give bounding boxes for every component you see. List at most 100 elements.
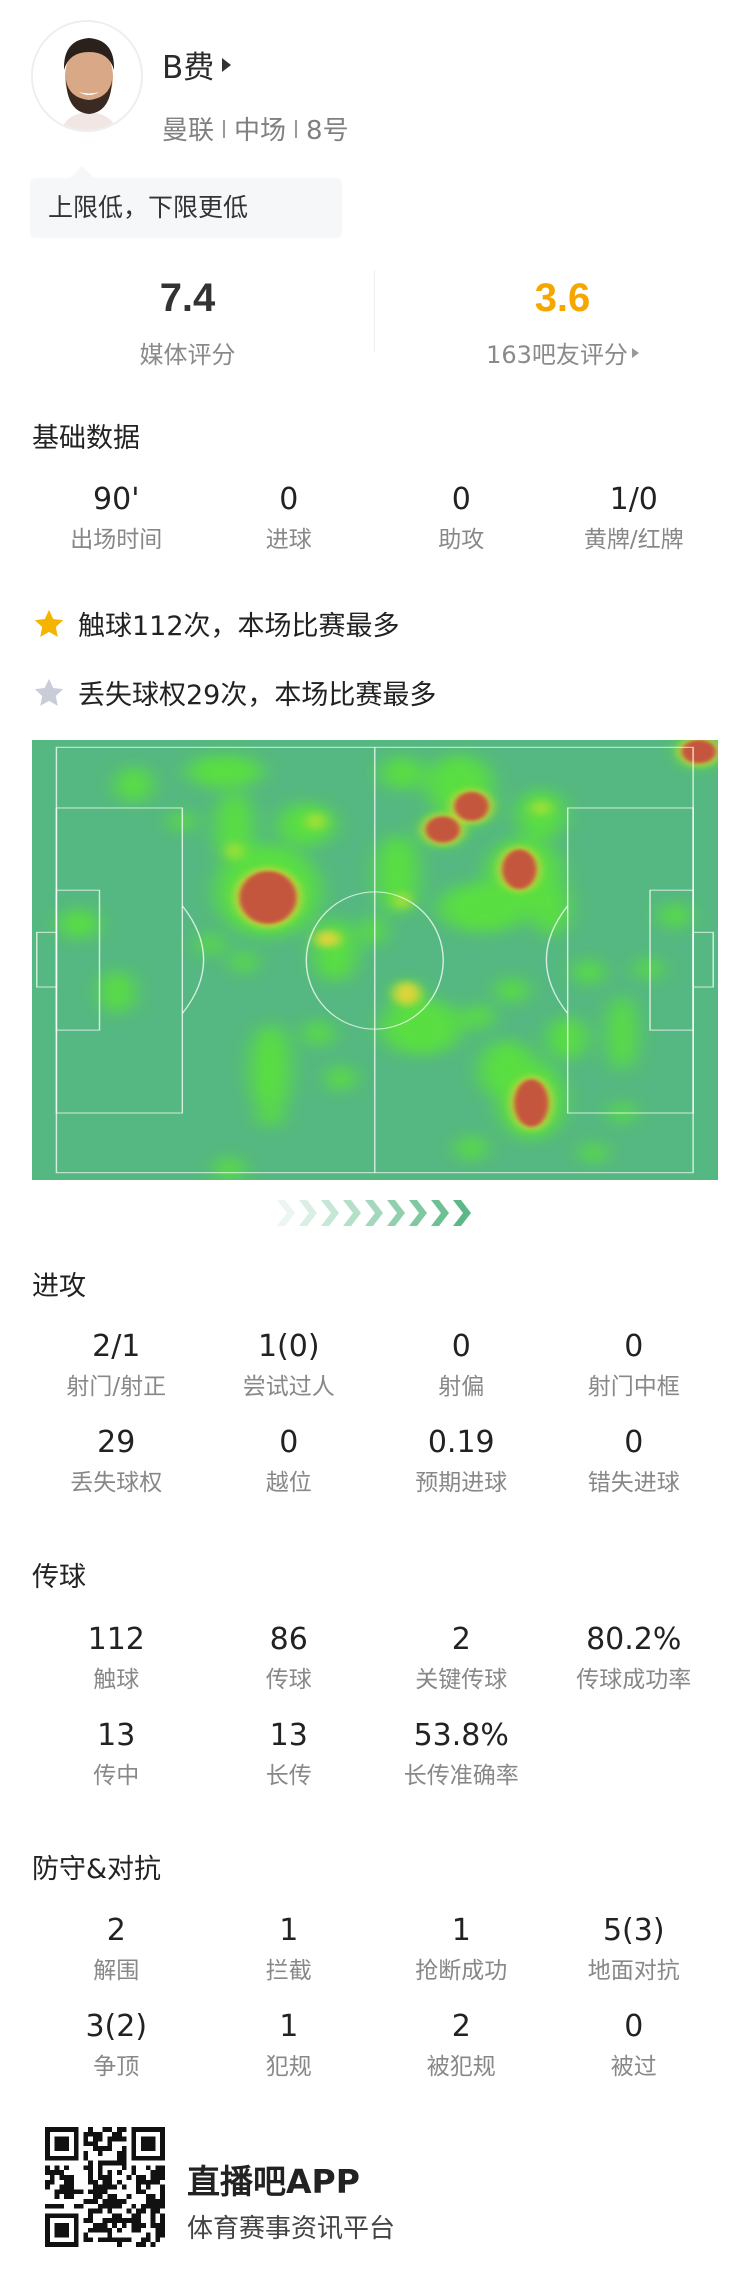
- stat-value: 2: [451, 1622, 471, 1657]
- stat-value: 1/0: [609, 482, 658, 517]
- heat-spot: [303, 1020, 333, 1047]
- stat-label: 拦截: [265, 1958, 312, 1984]
- stat-label: 丢失球权: [70, 1470, 163, 1496]
- stat-basic: 0 助攻: [375, 482, 548, 554]
- stat-value: 0: [451, 1329, 471, 1364]
- stat-defense: 2 解围: [30, 1913, 203, 1985]
- heat-spot: [198, 932, 223, 956]
- pitch-lines: [36, 746, 714, 1174]
- caret-right-icon: [631, 347, 639, 358]
- heat-spot: [305, 812, 327, 830]
- stat-label: 出场时间: [70, 527, 163, 553]
- player-info: 曼联 中场 8号: [162, 110, 349, 147]
- stat-attack: 0 越位: [203, 1425, 376, 1497]
- stat-passing: 2 关键传球: [375, 1622, 548, 1694]
- divider: [295, 119, 298, 138]
- heat-spot: [380, 756, 424, 790]
- stat-passing: 13 长传: [203, 1718, 376, 1790]
- stat-label: 长传准确率: [403, 1763, 519, 1789]
- stat-attack: 29 丢失球权: [30, 1425, 203, 1497]
- app-name: 直播吧APP: [187, 2162, 360, 2201]
- fan-rating-label: 163吧友评分: [486, 341, 628, 369]
- chevron-right-icon: [299, 1200, 317, 1226]
- player-name-link[interactable]: B费: [162, 42, 232, 87]
- media-rating-value: 7.4: [159, 276, 216, 320]
- heat-spot: [393, 892, 411, 910]
- stat-value: 29: [97, 1425, 136, 1460]
- chevron-right-icon: [277, 1200, 295, 1226]
- highlight-text: 丢失球权29次，本场比赛最多: [78, 680, 437, 711]
- heat-spot: [581, 1142, 606, 1164]
- heat-spot: [514, 1079, 549, 1127]
- stat-label: 被犯规: [426, 2054, 496, 2080]
- chevron-right-icon: [431, 1200, 449, 1226]
- chevron-right-icon: [321, 1200, 339, 1226]
- qr-code: [45, 2127, 165, 2247]
- stat-defense: 0 被过: [548, 2009, 721, 2081]
- stat-label: 预期进球: [415, 1470, 508, 1496]
- stat-passing: 86 传球: [203, 1622, 376, 1694]
- stat-label: 犯规: [265, 2054, 312, 2080]
- stat-value: 0: [451, 482, 471, 517]
- stat-value: 13: [269, 1718, 308, 1753]
- caret-right-icon: [222, 57, 232, 72]
- stat-defense: 5(3) 地面对抗: [548, 1913, 721, 1985]
- heat-spot: [257, 1105, 283, 1127]
- section-title-basic: 基础数据: [32, 423, 140, 454]
- stat-value: 1: [279, 1913, 299, 1948]
- heat-spot: [454, 791, 489, 821]
- stat-value: 1: [279, 2009, 299, 2044]
- player-avatar[interactable]: [31, 20, 143, 132]
- stat-value: 1: [451, 1913, 471, 1948]
- stat-label: 解围: [93, 1958, 140, 1984]
- chevron-right-icon: [387, 1200, 405, 1226]
- stat-basic: 90' 出场时间: [30, 482, 203, 554]
- chevron-right-icon: [409, 1200, 427, 1226]
- basic-stats-grid: 90' 出场时间 0 进球 0 助攻 1/0 黄牌/红牌: [30, 482, 720, 554]
- stat-passing: 53.8% 长传准确率: [375, 1718, 548, 1790]
- heat-spot: [361, 915, 386, 946]
- section-title-attack: 进攻: [32, 1271, 86, 1302]
- stat-basic: 1/0 黄牌/红牌: [548, 482, 721, 554]
- stat-label: 被过: [610, 2054, 657, 2080]
- heat-spot: [380, 998, 462, 1055]
- heat-spot: [636, 958, 662, 980]
- stat-label: 射门/射正: [66, 1374, 167, 1400]
- heat-spot: [239, 870, 297, 925]
- divider: [223, 119, 226, 138]
- stat-value: 5(3): [602, 1913, 665, 1948]
- stat-defense: 3(2) 争顶: [30, 2009, 203, 2081]
- stat-label: 传中: [93, 1763, 140, 1789]
- star-gray-icon: [34, 678, 64, 706]
- defense-stats-grid: 2 解围 1 拦截 1 抢断成功 5(3) 地面对抗 3(2) 争顶 1 犯规 2 被犯规 0 被过: [30, 1913, 720, 2081]
- stat-label: 长传: [265, 1763, 312, 1789]
- stat-passing: 112 触球: [30, 1622, 203, 1694]
- highlight-text: 触球112次，本场比赛最多: [78, 611, 400, 642]
- fan-rating[interactable]: 3.6 163吧友评分: [375, 276, 750, 370]
- media-rating: 7.4 媒体评分: [0, 276, 375, 370]
- stat-basic: 0 进球: [203, 482, 376, 554]
- stat-passing: 13 传中: [30, 1718, 203, 1790]
- heat-spot: [681, 740, 717, 764]
- heat-spot: [215, 1156, 245, 1180]
- heat-spot: [232, 950, 257, 974]
- position: 中场: [234, 116, 287, 146]
- heat-spot: [326, 1065, 356, 1091]
- stat-value: 0: [624, 2009, 644, 2044]
- star-gold-icon: [34, 609, 64, 637]
- heat-spot: [607, 995, 637, 1072]
- app-slogan: 体育赛事资讯平台: [187, 2214, 396, 2244]
- stat-label: 尝试过人: [242, 1374, 335, 1400]
- stat-defense: 1 拦截: [203, 1913, 376, 1985]
- fan-rating-value: 3.6: [534, 276, 591, 320]
- stat-label: 错失进球: [587, 1470, 680, 1496]
- stat-attack: 0 射偏: [375, 1329, 548, 1401]
- stat-value: 0: [279, 1425, 299, 1460]
- heat-spot: [457, 1135, 486, 1161]
- heat-spot: [115, 766, 153, 803]
- stat-label: 地面对抗: [587, 1958, 680, 1984]
- heat-spot: [502, 849, 537, 890]
- media-rating-label: 媒体评分: [139, 341, 236, 369]
- stat-value: 0: [624, 1425, 644, 1460]
- attack-stats-grid: 2/1 射门/射正 1(0) 尝试过人 0 射偏 0 射门中框 29 丢失球权 0 越位 0.19 预期进…: [30, 1329, 720, 1497]
